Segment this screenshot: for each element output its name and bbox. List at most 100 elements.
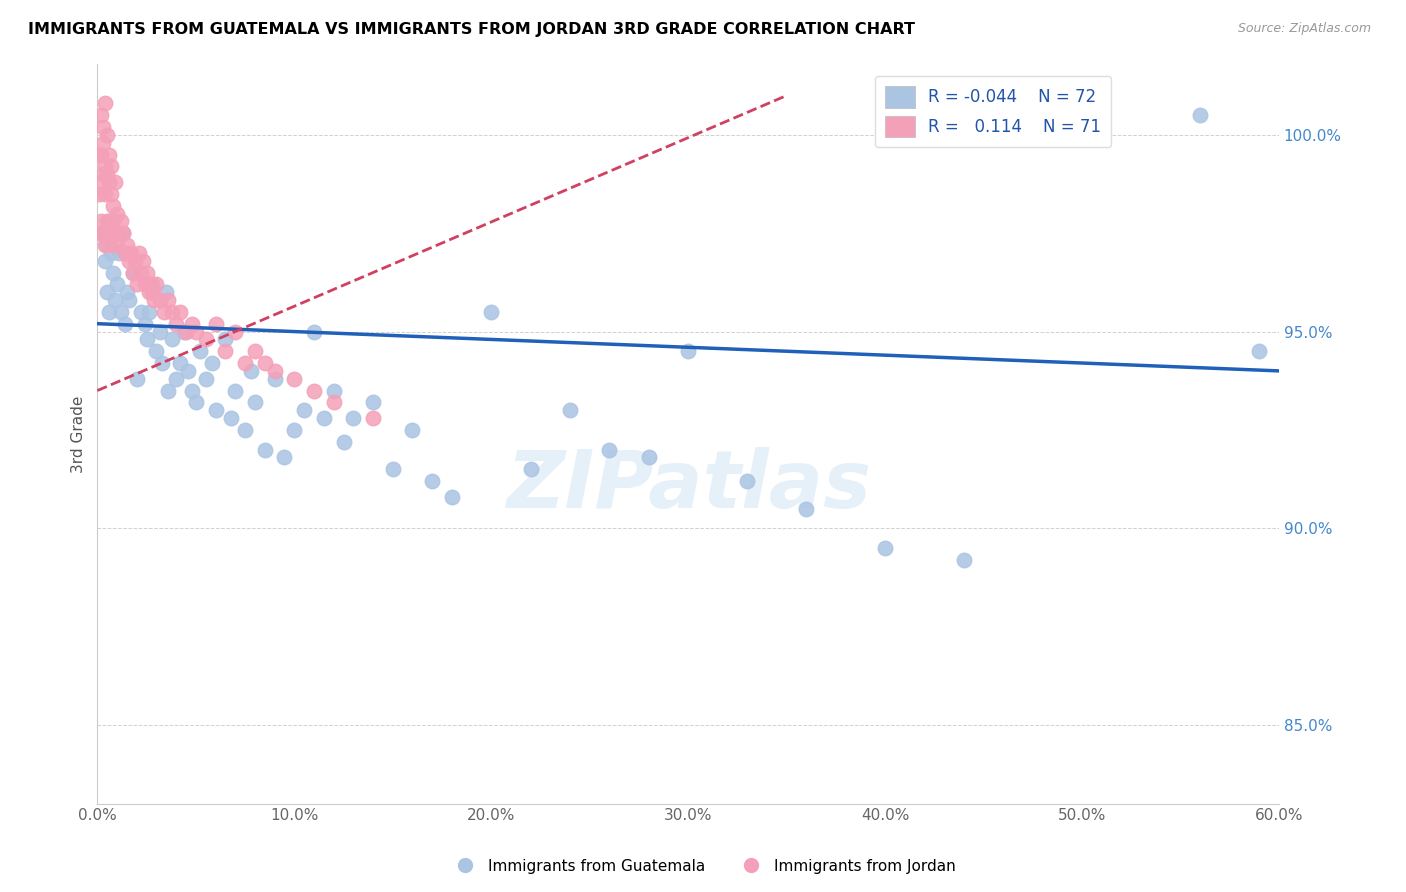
Y-axis label: 3rd Grade: 3rd Grade xyxy=(72,395,86,473)
Point xyxy=(194,372,217,386)
Point xyxy=(114,317,136,331)
Point xyxy=(98,226,121,240)
Point xyxy=(96,285,118,300)
Point xyxy=(89,147,111,161)
Point xyxy=(139,277,162,292)
Point xyxy=(169,356,191,370)
Point xyxy=(558,403,581,417)
Point xyxy=(381,462,404,476)
Point xyxy=(135,266,157,280)
Text: Source: ZipAtlas.com: Source: ZipAtlas.com xyxy=(1237,22,1371,36)
Point xyxy=(105,277,128,292)
Point xyxy=(100,246,122,260)
Point xyxy=(91,120,114,134)
Point xyxy=(157,384,180,398)
Point xyxy=(233,356,256,370)
Point xyxy=(361,395,384,409)
Point xyxy=(342,411,364,425)
Point xyxy=(96,128,118,142)
Point xyxy=(94,186,117,201)
Point xyxy=(135,333,157,347)
Point xyxy=(676,344,699,359)
Point xyxy=(420,474,443,488)
Point xyxy=(180,384,202,398)
Point xyxy=(96,238,118,252)
Point xyxy=(90,175,112,189)
Point xyxy=(174,325,197,339)
Point xyxy=(253,356,276,370)
Point xyxy=(637,450,659,465)
Point xyxy=(141,277,163,292)
Point xyxy=(91,226,114,240)
Point xyxy=(98,214,121,228)
Point xyxy=(322,384,344,398)
Point xyxy=(105,206,128,220)
Point xyxy=(794,501,817,516)
Point xyxy=(89,186,111,201)
Point xyxy=(243,344,266,359)
Point xyxy=(94,238,117,252)
Point xyxy=(94,253,117,268)
Point xyxy=(361,411,384,425)
Point xyxy=(90,147,112,161)
Point xyxy=(322,395,344,409)
Point xyxy=(108,226,131,240)
Point xyxy=(440,490,463,504)
Point xyxy=(184,325,207,339)
Point xyxy=(224,384,246,398)
Legend: Immigrants from Guatemala, Immigrants from Jordan: Immigrants from Guatemala, Immigrants fr… xyxy=(444,853,962,880)
Point xyxy=(169,305,191,319)
Point xyxy=(150,356,173,370)
Point xyxy=(94,96,117,111)
Point xyxy=(177,364,200,378)
Point xyxy=(479,305,502,319)
Point xyxy=(120,246,142,260)
Point xyxy=(292,403,315,417)
Point xyxy=(149,325,172,339)
Point xyxy=(253,442,276,457)
Point xyxy=(100,159,122,173)
Point xyxy=(184,395,207,409)
Point xyxy=(283,423,305,437)
Point xyxy=(125,277,148,292)
Point xyxy=(149,293,172,307)
Point xyxy=(129,305,152,319)
Point xyxy=(224,325,246,339)
Point xyxy=(129,266,152,280)
Point xyxy=(115,238,138,252)
Point xyxy=(108,246,131,260)
Point xyxy=(111,226,134,240)
Point xyxy=(98,175,121,189)
Point xyxy=(128,246,150,260)
Point xyxy=(263,364,285,378)
Point xyxy=(312,411,335,425)
Legend: R = -0.044    N = 72, R =   0.114    N = 71: R = -0.044 N = 72, R = 0.114 N = 71 xyxy=(875,76,1111,147)
Point xyxy=(98,147,121,161)
Point xyxy=(214,333,236,347)
Text: ZIPatlas: ZIPatlas xyxy=(506,447,870,524)
Point xyxy=(953,552,976,566)
Point xyxy=(124,253,146,268)
Point xyxy=(110,214,132,228)
Point xyxy=(1189,108,1212,122)
Point xyxy=(145,344,167,359)
Point xyxy=(100,186,122,201)
Point xyxy=(160,305,183,319)
Point xyxy=(243,395,266,409)
Point xyxy=(233,423,256,437)
Point xyxy=(101,199,124,213)
Point xyxy=(283,372,305,386)
Point xyxy=(101,214,124,228)
Point xyxy=(332,434,354,449)
Point xyxy=(302,325,325,339)
Point xyxy=(96,214,118,228)
Point xyxy=(194,333,217,347)
Point xyxy=(110,305,132,319)
Point xyxy=(104,175,127,189)
Point xyxy=(200,356,222,370)
Point xyxy=(160,333,183,347)
Point xyxy=(204,317,226,331)
Point xyxy=(145,277,167,292)
Point xyxy=(115,285,138,300)
Point xyxy=(165,317,187,331)
